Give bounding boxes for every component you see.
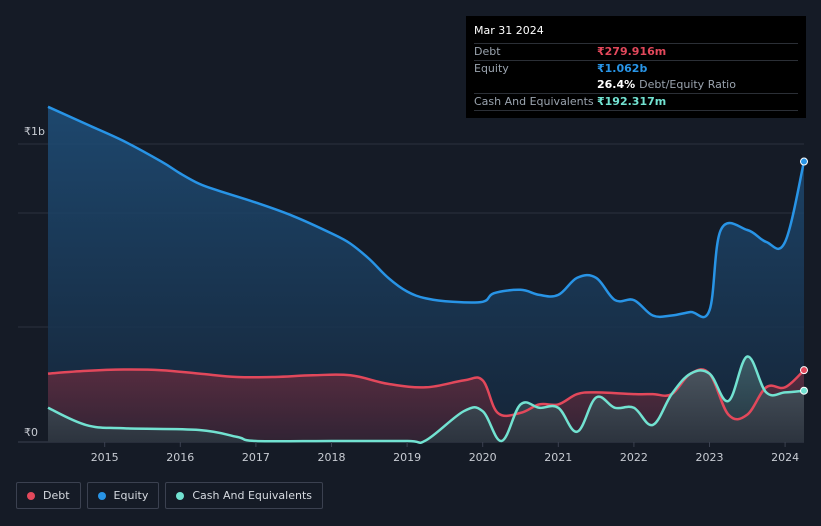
legend-item-debt[interactable]: Debt bbox=[16, 482, 81, 509]
legend-cash-label: Cash And Equivalents bbox=[192, 489, 312, 502]
tooltip-ratio-label: Debt/Equity Ratio bbox=[639, 78, 736, 91]
equity-end-marker[interactable] bbox=[800, 157, 808, 166]
x-tick-label: 2015 bbox=[91, 451, 119, 464]
x-tick-label: 2024 bbox=[771, 451, 799, 464]
tooltip-equity-value: ₹1.062b bbox=[597, 62, 648, 75]
debt-end-marker[interactable] bbox=[800, 366, 808, 375]
legend-equity-label: Equity bbox=[113, 489, 149, 502]
tooltip-row-cash: Cash And Equivalents ₹192.317m bbox=[474, 93, 798, 111]
y-bottom-label: ₹0 bbox=[24, 426, 38, 439]
tooltip-equity-label: Equity bbox=[474, 62, 509, 75]
tooltip-date: Mar 31 2024 bbox=[474, 24, 544, 37]
x-tick-label: 2023 bbox=[696, 451, 724, 464]
cash-end-marker[interactable] bbox=[800, 386, 808, 395]
x-tick-label: 2021 bbox=[544, 451, 572, 464]
tooltip-cash-label: Cash And Equivalents bbox=[474, 95, 594, 108]
tooltip-row-debt: Debt ₹279.916m bbox=[474, 43, 798, 60]
tooltip-cash-value: ₹192.317m bbox=[597, 95, 667, 108]
x-tick-label: 2017 bbox=[242, 451, 270, 464]
tooltip-ratio-value: 26.4% bbox=[597, 78, 636, 91]
x-tick-label: 2018 bbox=[318, 451, 346, 464]
tooltip-row-ratio: 26.4% Debt/Equity Ratio bbox=[474, 77, 798, 93]
cash-series-line bbox=[47, 355, 805, 445]
tooltip-row-equity: Equity ₹1.062b bbox=[474, 60, 798, 77]
x-tick-label: 2019 bbox=[393, 451, 421, 464]
tooltip-debt-value: ₹279.916m bbox=[597, 45, 667, 58]
x-tick-label: 2016 bbox=[166, 451, 194, 464]
equity-area bbox=[48, 106, 804, 443]
cash-dot-icon bbox=[176, 491, 185, 500]
legend-item-cash[interactable]: Cash And Equivalents bbox=[165, 482, 323, 509]
x-tick-label: 2020 bbox=[469, 451, 497, 464]
y-top-label: ₹1b bbox=[24, 125, 45, 138]
equity-dot-icon bbox=[97, 491, 106, 500]
tooltip-panel: Mar 31 2024 Debt ₹279.916m Equity ₹1.062… bbox=[466, 16, 806, 118]
tooltip-debt-label: Debt bbox=[474, 45, 501, 58]
legend: Debt Equity Cash And Equivalents bbox=[16, 482, 323, 509]
cash-area bbox=[48, 356, 804, 443]
x-tick-label: 2022 bbox=[620, 451, 648, 464]
legend-item-equity[interactable]: Equity bbox=[86, 482, 160, 509]
legend-debt-label: Debt bbox=[43, 489, 70, 502]
equity-series-line bbox=[47, 105, 806, 319]
debt-dot-icon bbox=[27, 491, 35, 500]
